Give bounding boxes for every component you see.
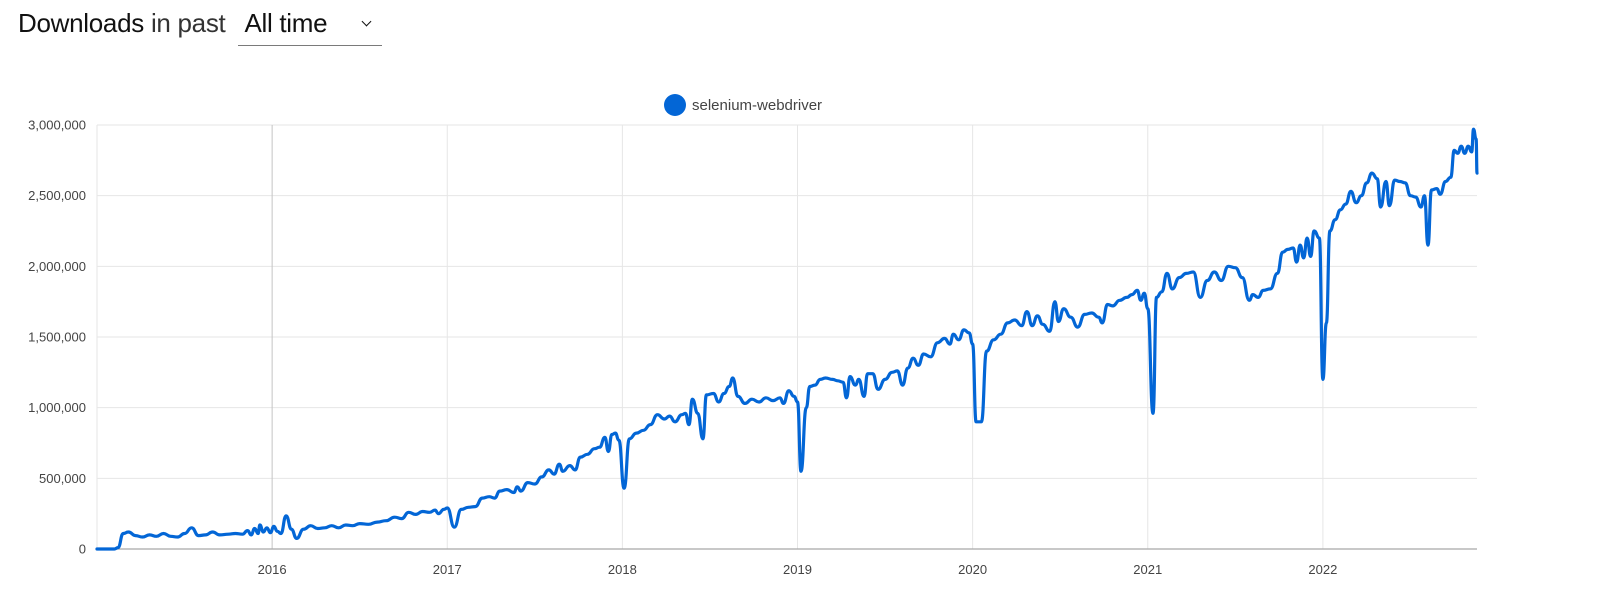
x-tick-label: 2018 (608, 562, 637, 577)
period-select[interactable]: All time (238, 8, 383, 46)
x-tick-label: 2022 (1308, 562, 1337, 577)
downloads-header: Downloads in past All time (18, 8, 383, 48)
y-tick-label: 500,000 (39, 471, 86, 486)
y-tick-label: 1,000,000 (28, 400, 86, 415)
header-subtitle: in past (150, 8, 226, 38)
x-tick-label: 2020 (958, 562, 987, 577)
x-tick-label: 2019 (783, 562, 812, 577)
y-axis: 0 500,000 1,000,000 1,500,000 2,000,000 2,500… (28, 118, 86, 557)
chart-grid (96, 124, 1477, 550)
y-tick-label: 3,000,000 (28, 118, 86, 133)
x-axis: 2016 2017 2018 2019 2020 2021 2022 (258, 562, 1338, 577)
header-title: Downloads (18, 8, 144, 38)
series-line-selenium-webdriver (95, 127, 1479, 551)
x-tick-label: 2017 (433, 562, 462, 577)
series-color-dot-icon (664, 94, 686, 116)
y-tick-label: 0 (79, 542, 86, 557)
y-tick-label: 1,500,000 (28, 330, 86, 345)
y-tick-label: 2,000,000 (28, 259, 86, 274)
period-select-value: All time (244, 8, 328, 38)
x-tick-label: 2016 (258, 562, 287, 577)
legend-label: selenium-webdriver (692, 96, 823, 114)
y-tick-label: 2,500,000 (28, 188, 86, 203)
legend-item-selenium-webdriver[interactable]: selenium-webdriver (664, 94, 822, 116)
x-tick-label: 2021 (1133, 562, 1162, 577)
